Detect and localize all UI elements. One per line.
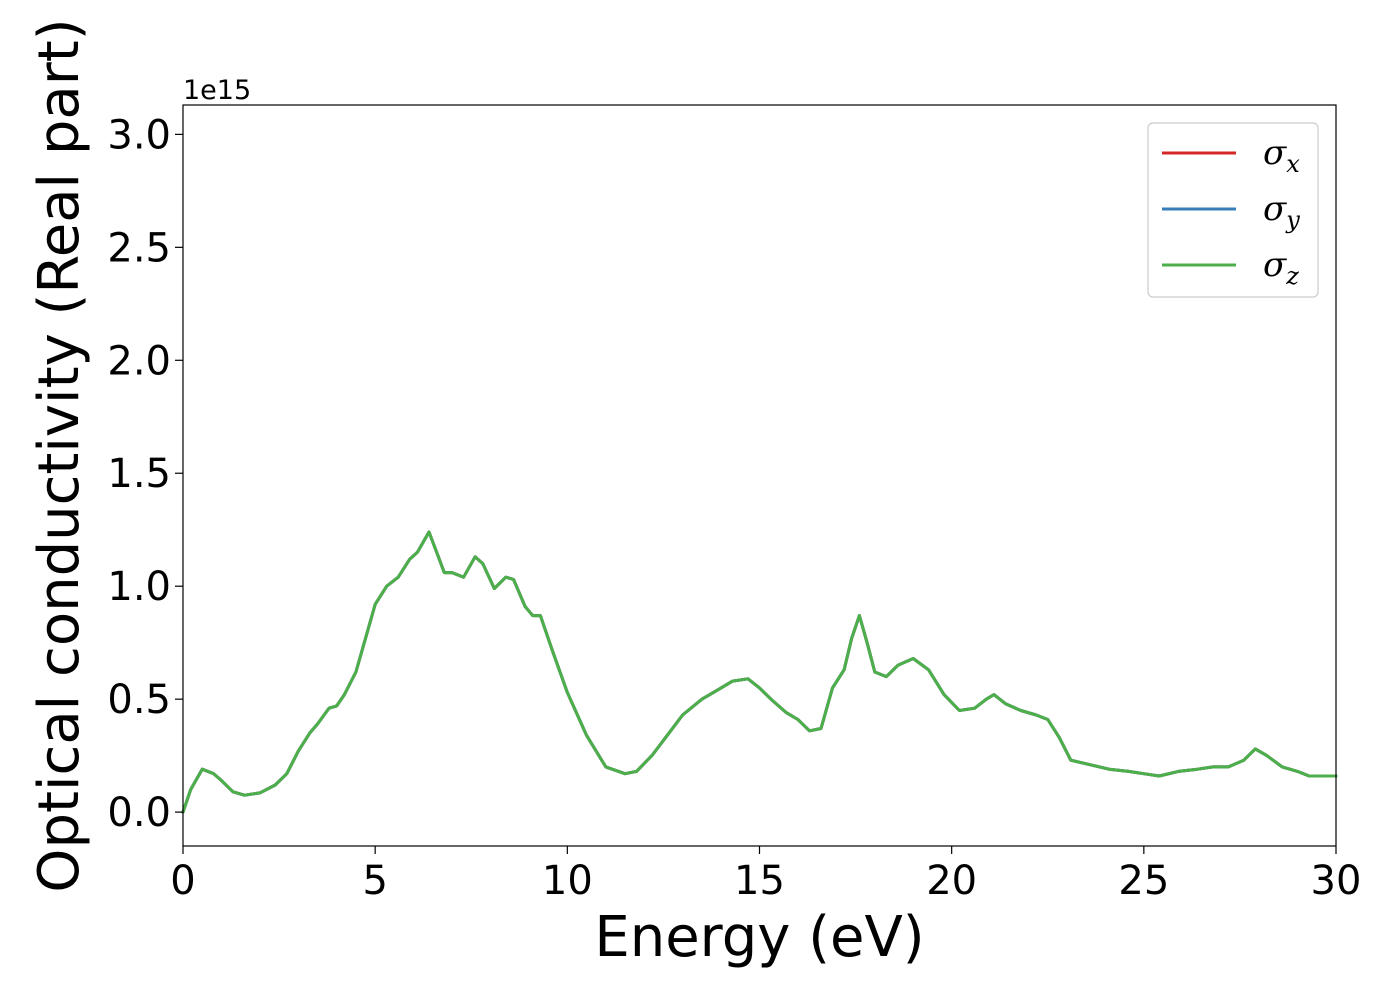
x-axis-label: Energy (eV) — [594, 905, 924, 970]
x-tick-label: 0 — [170, 858, 195, 904]
y-axis-label: Optical conductivity (Real part) — [27, 18, 92, 892]
y-tick-label: 2.0 — [107, 338, 171, 384]
legend: σx σy σz — [1147, 122, 1319, 298]
y-tick-label: 2.5 — [107, 225, 171, 271]
x-tick-label: 20 — [926, 858, 977, 904]
y-axis-ticks: 0.0 0.5 1.0 1.5 2.0 2.5 3.0 — [107, 112, 183, 836]
series-layer — [181, 530, 1338, 814]
x-tick-label: 25 — [1118, 858, 1169, 904]
legend-label-x: σx — [1263, 133, 1300, 178]
x-tick-label: 10 — [542, 858, 593, 904]
legend-label-z: σz — [1263, 245, 1299, 290]
series-line-z — [181, 530, 1338, 814]
x-axis-ticks: 0 5 10 15 20 25 30 — [170, 846, 1361, 904]
x-tick-label: 15 — [734, 858, 785, 904]
y-tick-label: 0.5 — [107, 677, 171, 723]
y-tick-label: 3.0 — [107, 112, 171, 158]
y-offset-label: 1e15 — [183, 75, 251, 106]
x-tick-label: 5 — [362, 858, 387, 904]
y-tick-label: 1.0 — [107, 564, 171, 610]
x-tick-label: 30 — [1311, 858, 1362, 904]
y-tick-label: 0.0 — [107, 790, 171, 836]
legend-label-y: σy — [1263, 189, 1300, 234]
y-tick-label: 1.5 — [107, 451, 171, 497]
